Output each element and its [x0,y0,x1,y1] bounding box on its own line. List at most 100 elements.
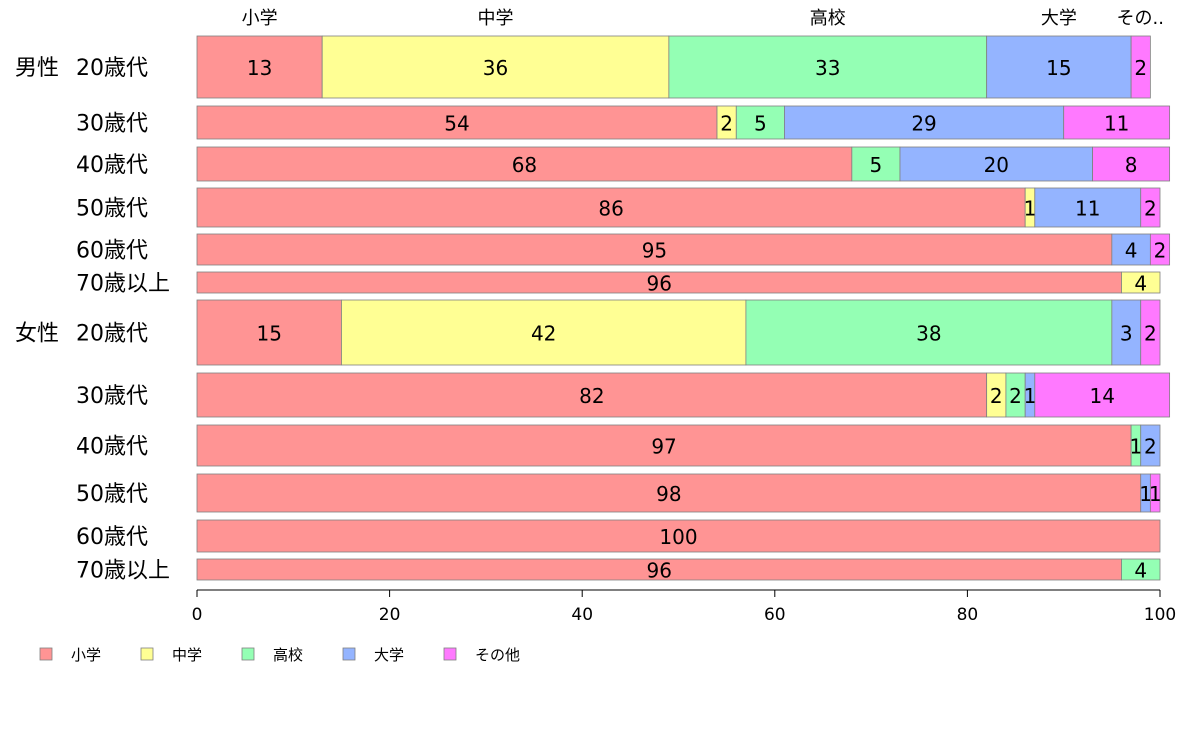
data-label: 2 [1144,435,1157,459]
legend-swatch [443,647,457,661]
bar-segment [196,35,323,99]
legend-swatch [140,647,154,661]
bar-segment [196,146,853,182]
legend-swatch [39,647,53,661]
legend-item: 小学 [39,646,101,664]
bar-segment [1140,187,1161,228]
category-label: 60歳代 [76,239,148,264]
data-label: 2 [1134,56,1147,80]
data-label: 15 [256,322,281,346]
bar-row: 30歳代 54 2 5 29 11 [76,105,1171,140]
data-label: 1 [1149,482,1162,506]
category-label: 40歳代 [76,153,148,178]
data-label: 36 [483,56,508,80]
bar-row: 40歳代 97 1 2 [76,424,1161,467]
bar-segment [1149,233,1171,266]
legend-swatch [241,647,255,661]
bar-segment [196,105,718,140]
x-tick-label: 20 [379,605,401,625]
group-label: 女性 [15,322,59,347]
column-header: 高校 [810,8,846,29]
category-label: 50歳代 [76,197,148,222]
data-label: 15 [1046,56,1071,80]
bar-segment [851,146,901,182]
column-headers: 小学 中学 高校 大学 その.. [242,8,1164,29]
bar-segment [1034,372,1171,418]
bar-segment [1121,558,1161,581]
data-label: 82 [579,384,604,408]
data-label: 3 [1120,322,1133,346]
data-label: 2 [990,384,1003,408]
bar-segment [1111,233,1151,266]
data-label: 2 [720,112,733,136]
bar-row: 男性 20歳代 13 36 33 15 2 [15,35,1151,99]
data-label: 4 [1125,239,1138,263]
bar-segment [1140,424,1161,467]
bar-segment [196,233,1113,266]
data-label: 33 [815,56,840,80]
column-header: 小学 [242,8,278,29]
data-label: 11 [1075,197,1100,221]
column-header: 中学 [478,8,514,29]
x-tick-label: 0 [192,605,203,625]
x-tick-label: 100 [1144,605,1176,625]
bar-row: 女性 20歳代 15 42 38 3 2 [15,299,1161,366]
bar-row: 50歳代 86 1 11 2 [76,187,1161,228]
data-label: 29 [911,112,936,136]
legend-item: 高校 [241,646,303,664]
data-label: 54 [444,112,469,136]
data-label: 8 [1125,153,1138,177]
data-label: 1 [1130,435,1143,459]
bar-segment [735,105,785,140]
legend-swatch [342,647,356,661]
category-label: 40歳代 [76,435,148,460]
data-label: 100 [659,525,697,549]
bar-segment [196,187,1026,228]
legend-item: その他 [443,646,520,664]
bar-segment [1111,299,1142,366]
data-label: 20 [984,153,1009,177]
x-tick-label: 60 [764,605,786,625]
bar-segment [784,105,1065,140]
bar-segment [1130,35,1151,99]
legend-label: 大学 [374,646,404,664]
data-label: 14 [1089,384,1114,408]
column-header: その.. [1117,8,1164,29]
data-label: 11 [1104,112,1129,136]
bar-segment [986,35,1132,99]
data-label: 95 [642,239,667,263]
data-label: 1 [1139,482,1152,506]
legend-item: 大学 [342,646,404,664]
legend-label: 高校 [273,646,303,664]
category-label: 20歳代 [76,56,148,81]
data-label: 38 [916,322,941,346]
bar-segment [899,146,1093,182]
legend-label: その他 [475,646,520,664]
bar-segment [745,299,1113,366]
data-label: 68 [512,153,537,177]
category-label: 70歳以上 [76,559,170,584]
bar-segment [196,372,988,418]
category-label: 70歳以上 [76,272,170,297]
bar-segment [668,35,988,99]
bar-segment [321,35,670,99]
data-label: 4 [1134,272,1147,296]
legend-item: 中学 [140,646,202,664]
data-label: 97 [651,435,676,459]
category-label: 30歳代 [76,112,148,137]
legend-label: 小学 [71,646,101,664]
data-label: 1 [1024,384,1037,408]
x-axis: 0 20 40 60 80 100 [192,589,1176,625]
data-label: 42 [531,322,556,346]
bar-segment [1121,271,1161,294]
data-label: 5 [870,153,883,177]
bar-row: 50歳代 98 11 [76,473,1162,513]
bar-segment [196,299,342,366]
bar-row: 60歳代 100 [76,519,1161,553]
data-label: 98 [656,482,681,506]
bar-row: 70歳以上 96 4 [76,558,1161,584]
bar-segment [196,519,1161,553]
category-label: 50歳代 [76,482,148,507]
